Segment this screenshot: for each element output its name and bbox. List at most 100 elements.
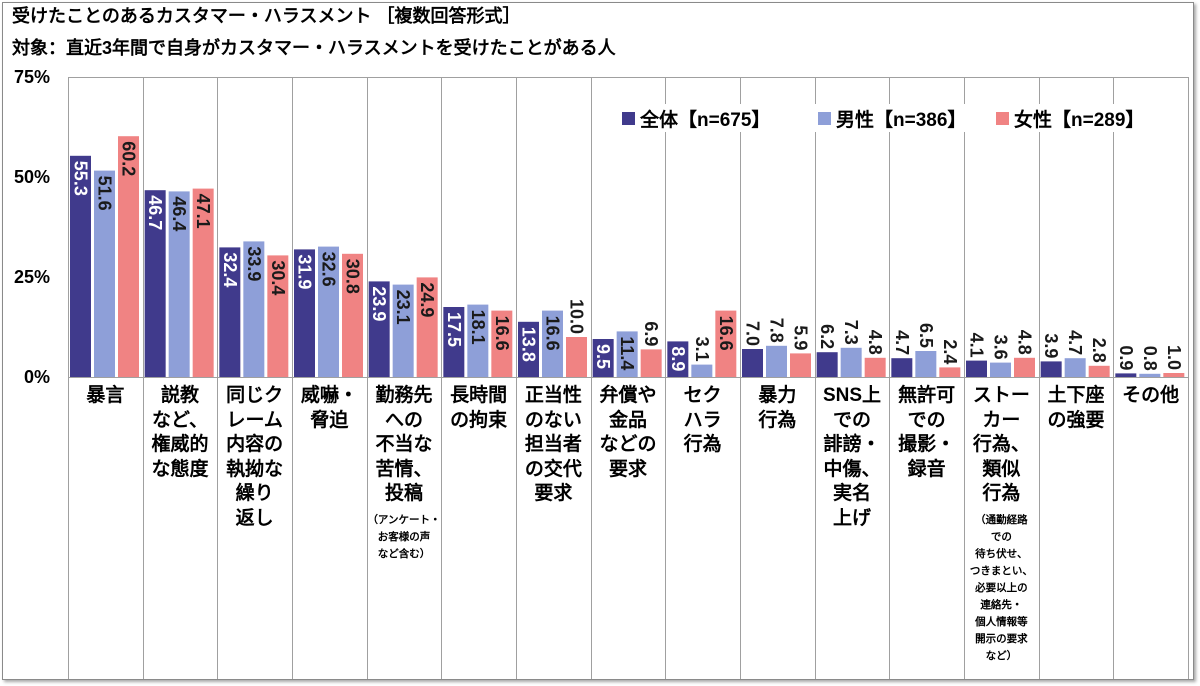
data-label: 30.8: [343, 259, 363, 294]
y-tick-label: 25%: [14, 267, 50, 287]
data-labels: 55.3 46.7 32.4 31.9 23.9 17.5 13.8 9.5 8.9 7.0 6.2…: [71, 141, 1184, 371]
data-label: 24.9: [417, 282, 437, 317]
bar: [566, 337, 587, 377]
bar: [542, 310, 563, 377]
data-label: 32.6: [319, 252, 339, 287]
data-label: 46.7: [145, 195, 165, 230]
data-label: 9.5: [593, 344, 613, 369]
data-label: 46.4: [169, 196, 189, 231]
data-label: 8.9: [668, 346, 688, 371]
bar: [766, 345, 787, 377]
bar: [70, 155, 91, 377]
data-label: 11.4: [617, 336, 637, 370]
bar: [1163, 373, 1185, 377]
y-tick-label: 50%: [14, 167, 50, 187]
bar: [592, 339, 614, 377]
bar: [368, 281, 390, 377]
legend-label-female: 女性【n=289】: [1014, 109, 1145, 131]
data-label: 17.5: [444, 312, 464, 347]
bar: [443, 307, 465, 377]
bar: [243, 241, 265, 377]
bar: [742, 349, 763, 377]
y-axis: 0% 25% 50% 75%: [14, 67, 50, 387]
bar: [118, 136, 139, 377]
data-label: 0.8: [1140, 346, 1160, 371]
bar: [168, 191, 190, 377]
bar: [518, 321, 539, 377]
data-label: 6.5: [916, 323, 936, 348]
bar: [816, 352, 838, 377]
data-label: 51.6: [95, 176, 115, 211]
data-label: 47.1: [193, 194, 213, 229]
bar: [392, 284, 414, 377]
bar: [1040, 361, 1062, 377]
grid-lines: [68, 77, 1189, 679]
bar: [467, 304, 489, 377]
data-label: 33.9: [244, 246, 264, 281]
bar: [667, 341, 689, 377]
data-label: 23.9: [369, 286, 389, 321]
data-label: 0.9: [1116, 345, 1136, 370]
bar: [715, 310, 737, 377]
bar: [491, 310, 513, 377]
data-label: 4.8: [865, 330, 885, 355]
data-label: 16.6: [543, 316, 563, 351]
bar: [966, 360, 987, 377]
data-label: 30.4: [268, 260, 288, 295]
data-label: 10.0: [567, 299, 587, 334]
bar: [691, 364, 713, 377]
data-label: 3.9: [1041, 333, 1061, 358]
bar: [1139, 373, 1161, 377]
bar: [915, 351, 937, 377]
bar: [1014, 357, 1035, 377]
y-tick-label: 0%: [24, 367, 50, 387]
bar: [294, 249, 315, 377]
bar: [192, 188, 214, 377]
data-label: 60.2: [119, 141, 139, 176]
data-label: 7.8: [767, 318, 787, 343]
bar: [1115, 373, 1137, 377]
data-label: 55.3: [71, 161, 91, 196]
legend-item-male: 男性【n=386】: [818, 104, 966, 132]
data-label: 31.9: [295, 254, 315, 289]
bar: [840, 347, 862, 377]
bar: [416, 277, 438, 377]
data-label: 13.8: [519, 327, 539, 362]
bars: [70, 136, 1185, 377]
data-label: 1.0: [1164, 345, 1184, 370]
bar: [267, 255, 289, 377]
bar: [342, 253, 363, 377]
legend-swatch-male: [818, 111, 831, 125]
legend-label-male: 男性【n=386】: [836, 109, 967, 131]
legend-item-female: 女性【n=289】: [996, 104, 1144, 132]
data-label: 4.7: [892, 330, 912, 355]
data-label: 4.8: [1015, 330, 1035, 355]
y-tick-label: 75%: [14, 67, 50, 87]
bar: [640, 349, 662, 377]
chart-title: 受けたことのあるカスタマー・ハラスメント ［複数回答形式］: [12, 6, 521, 26]
data-label: 5.9: [791, 325, 811, 350]
legend-item-all: 全体【n=675】: [622, 104, 770, 132]
data-label: 7.0: [743, 321, 763, 346]
bar: [94, 170, 115, 377]
legend-swatch-all: [622, 111, 635, 125]
bar: [1088, 365, 1110, 377]
bar: [939, 367, 961, 377]
bar: [864, 357, 886, 377]
data-label: 16.6: [492, 316, 512, 351]
bar: [144, 190, 166, 377]
data-label: 2.4: [940, 339, 960, 364]
data-label: 32.4: [220, 252, 240, 287]
bar: [1064, 358, 1086, 377]
data-label: 18.1: [468, 310, 488, 345]
data-label: 4.1: [967, 333, 987, 358]
bar: [990, 362, 1011, 377]
data-label: 3.1: [692, 337, 712, 362]
legend-label-all: 全体【n=675】: [640, 109, 771, 131]
legend: 全体【n=675】 男性【n=386】 女性【n=289】: [614, 104, 1148, 132]
legend-swatch-female: [996, 111, 1009, 125]
chart-subtitle: 対象：直近3年間で自身がカスタマー・ハラスメントを受けたことがある人: [12, 38, 616, 58]
bar: [891, 358, 913, 377]
data-label: 6.2: [817, 324, 837, 349]
